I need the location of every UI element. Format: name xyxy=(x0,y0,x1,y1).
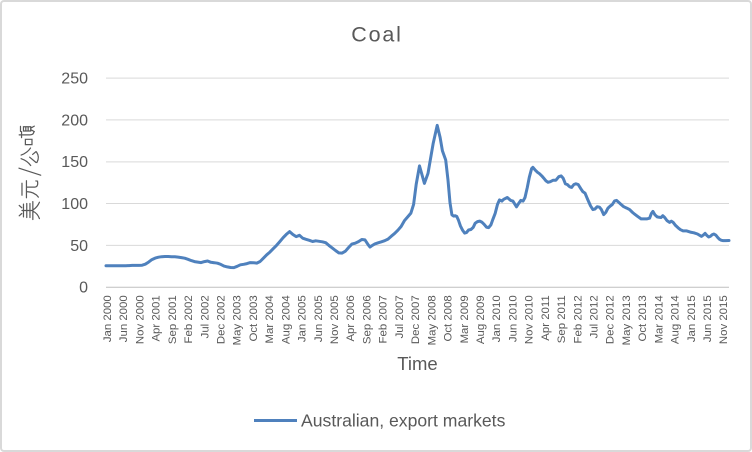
svg-text:Australian, export markets: Australian, export markets xyxy=(301,411,506,431)
svg-text:Dec 2012: Dec 2012 xyxy=(605,295,617,344)
svg-text:Nov 2010: Nov 2010 xyxy=(524,295,536,344)
svg-text:May 2003: May 2003 xyxy=(232,295,244,345)
svg-text:250: 250 xyxy=(61,71,88,88)
svg-text:Nov 2000: Nov 2000 xyxy=(134,295,146,344)
svg-text:Apr 2011: Apr 2011 xyxy=(540,295,552,340)
svg-text:Feb 2012: Feb 2012 xyxy=(572,295,584,343)
svg-text:Jun 2010: Jun 2010 xyxy=(507,295,519,342)
svg-text:Nov 2005: Nov 2005 xyxy=(329,295,341,344)
svg-text:Sep 2006: Sep 2006 xyxy=(362,295,374,344)
svg-text:Jul 2002: Jul 2002 xyxy=(199,295,211,338)
svg-text:Aug 2014: Aug 2014 xyxy=(670,295,682,344)
svg-text:Jun 2015: Jun 2015 xyxy=(702,295,714,342)
svg-text:50: 50 xyxy=(70,238,88,255)
svg-text:100: 100 xyxy=(61,196,88,213)
svg-text:0: 0 xyxy=(79,280,88,297)
svg-text:Apr 2001: Apr 2001 xyxy=(151,295,163,341)
svg-text:Dec 2007: Dec 2007 xyxy=(410,295,422,344)
svg-text:Jan 2000: Jan 2000 xyxy=(102,295,114,342)
svg-text:Mar 2004: Mar 2004 xyxy=(264,295,276,343)
svg-text:Time: Time xyxy=(397,353,437,374)
svg-text:Jul 2007: Jul 2007 xyxy=(394,295,406,338)
svg-text:Nov 2015: Nov 2015 xyxy=(718,295,730,344)
svg-text:May 2013: May 2013 xyxy=(621,295,633,345)
svg-text:Jan 2010: Jan 2010 xyxy=(491,295,503,342)
svg-text:Jul 2012: Jul 2012 xyxy=(589,295,601,338)
svg-text:150: 150 xyxy=(61,154,88,171)
svg-text:Aug 2004: Aug 2004 xyxy=(280,295,292,344)
svg-text:Jan 2015: Jan 2015 xyxy=(686,295,698,342)
svg-text:Feb 2007: Feb 2007 xyxy=(378,295,390,343)
svg-text:Jun 2000: Jun 2000 xyxy=(118,295,130,342)
svg-text:Dec 2002: Dec 2002 xyxy=(216,295,228,344)
svg-text:Mar 2014: Mar 2014 xyxy=(653,295,665,343)
svg-text:Sep 2011: Sep 2011 xyxy=(556,295,568,343)
svg-text:Jun 2005: Jun 2005 xyxy=(313,295,325,342)
svg-text:Coal: Coal xyxy=(351,23,402,47)
svg-text:Aug 2009: Aug 2009 xyxy=(475,295,487,344)
svg-text:Mar 2009: Mar 2009 xyxy=(459,295,471,343)
svg-text:Oct 2003: Oct 2003 xyxy=(248,295,260,341)
svg-text:200: 200 xyxy=(61,112,88,129)
svg-text:Oct 2013: Oct 2013 xyxy=(637,295,649,341)
svg-text:Apr 2006: Apr 2006 xyxy=(345,295,357,341)
svg-text:Feb 2002: Feb 2002 xyxy=(183,295,195,343)
svg-text:Jan 2005: Jan 2005 xyxy=(297,295,309,342)
svg-text:Oct 2008: Oct 2008 xyxy=(443,295,455,341)
svg-text:Sep 2001: Sep 2001 xyxy=(167,295,179,344)
svg-text:May 2008: May 2008 xyxy=(426,295,438,345)
